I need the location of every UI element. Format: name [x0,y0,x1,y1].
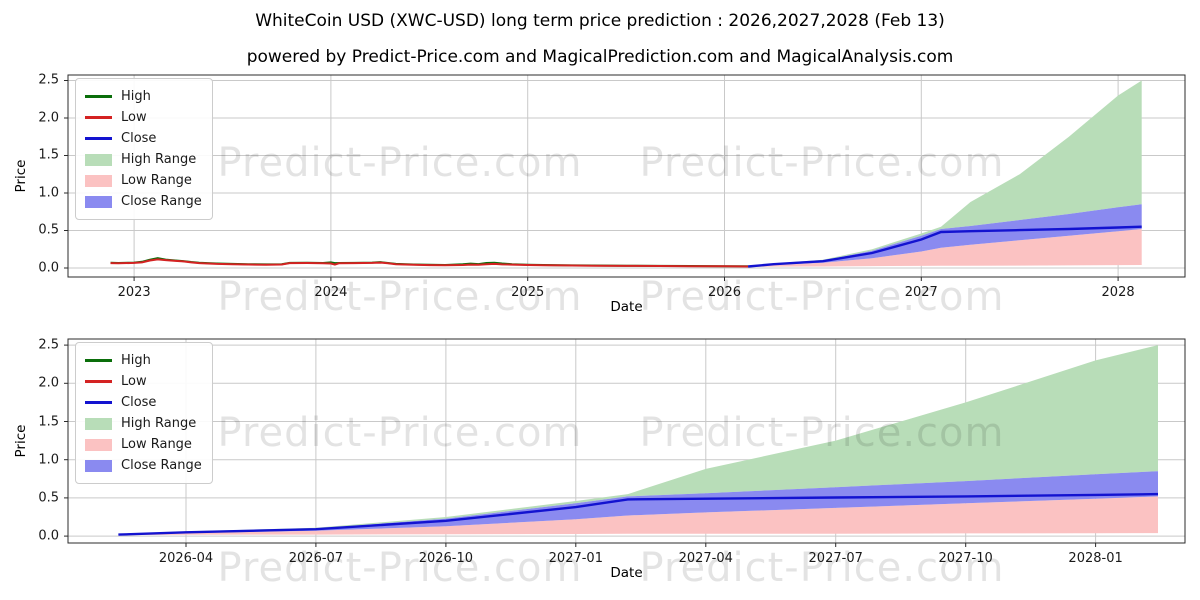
bottom-chart-xtick-label: 2026-10 [418,551,474,566]
bottom-chart-ytick-label: 0.5 [38,490,59,506]
top-chart-legend-item: Close [85,128,202,149]
top-chart-legend-item: High Range [85,149,202,170]
low-swatch-icon [85,116,112,119]
top-chart-ytick-label: 2.5 [38,72,59,88]
top-chart-legend-item: High [85,86,202,107]
bottom-chart-legend-item: High Range [85,413,202,434]
top-chart-low-line [110,258,749,268]
top-chart-high-range-area [748,80,1142,267]
top-chart-legend-item: Low [85,107,202,128]
low-swatch-icon [85,380,112,383]
top-chart-legend-label: Low Range [121,173,192,188]
top-chart-xtick-label: 2028 [1101,285,1135,300]
bottom-chart-legend-label: Close [121,395,157,410]
top-chart-xtick-label: 2026 [707,285,742,300]
bottom-chart-close-range-area [118,471,1158,535]
top-chart-legend-label: High [121,89,151,104]
close-swatch-icon [85,137,112,140]
bottom-chart-legend-item: Low [85,371,202,392]
high-swatch-icon [85,95,112,98]
bottom-chart-ytick-label: 0.0 [38,528,59,544]
high-range-swatch-icon [85,153,112,166]
bottom-chart-legend-item: High [85,350,202,371]
bottom-chart-legend: High Low Close High Range Low Range Close Ran… [75,342,213,484]
high-range-swatch-icon [85,417,112,430]
bottom-chart-xtick-label: 2027-10 [938,551,993,566]
top-chart-xaxis-label: Date [610,299,643,315]
top-chart-ytick-label: 1.0 [38,185,59,201]
bottom-chart-xtick-label: 2027-07 [808,551,863,566]
top-chart-legend-item: Low Range [85,170,202,191]
bottom-chart-xaxis-label: Date [610,565,643,581]
bottom-chart-legend-item: Close [85,392,202,413]
top-chart-close-line [747,225,1142,268]
top-chart-yaxis-label: Price [13,159,29,193]
low-range-swatch-icon [85,174,112,187]
top-chart-xtick-label: 2024 [314,285,348,300]
close-range-swatch-icon [85,195,112,208]
top-chart-ytick-label: 0.0 [38,260,59,276]
bottom-chart-xtick-label: 2026-04 [158,551,214,566]
bottom-chart-legend-item: Low Range [85,434,202,455]
top-chart-xtick-label: 2027 [904,285,938,300]
figure-subtitle: powered by Predict-Price.com and Magical… [246,47,954,67]
top-chart-legend-label: High Range [121,152,197,167]
bottom-chart-xtick-label: 2026-07 [288,551,344,566]
top-chart-low-range-area [748,229,1142,268]
close-range-swatch-icon [85,459,112,472]
top-chart-ytick-label: 2.0 [38,110,59,126]
bottom-chart-xtick-label: 2027-01 [548,551,603,566]
bottom-chart-legend-label: Low Range [121,437,192,452]
bottom-chart-legend-label: High Range [121,416,197,431]
bottom-chart-ytick-label: 2.0 [38,375,59,391]
top-chart-legend: High Low Close High Range Low Range Close Ran… [75,78,213,220]
low-range-swatch-icon [85,438,112,451]
bottom-chart-yaxis-label: Price [13,424,29,458]
bottom-chart-plot-border [67,338,1186,544]
top-chart-legend-label: Low [121,110,147,125]
top-chart-ytick-label: 0.5 [38,222,59,238]
bottom-chart-legend-label: High [121,353,151,368]
bottom-chart-xtick-label: 2027-04 [678,551,733,566]
bottom-chart-ytick-label: 1.0 [38,452,59,468]
bottom-chart-close-line [118,492,1159,536]
bottom-chart-legend-label: Close Range [121,458,202,473]
top-chart-plot-border [67,74,1186,278]
bottom-chart-high-range-area [118,345,1158,535]
bottom-chart-legend-item: Close Range [85,455,202,476]
bottom-chart-low-range-area [118,496,1158,536]
top-chart-ytick-label: 1.5 [38,147,59,163]
top-chart-legend-label: Close Range [121,194,202,209]
top-chart-close-range-area [748,204,1142,267]
bottom-chart-legend-label: Low [121,374,147,389]
bottom-chart-ytick-label: 2.5 [38,337,59,353]
high-swatch-icon [85,359,112,362]
close-swatch-icon [85,401,112,404]
bottom-chart-xtick-label: 2028-01 [1068,551,1123,566]
top-chart-xtick-label: 2023 [117,285,151,300]
top-chart-legend-item: Close Range [85,191,202,212]
top-chart-legend-label: Close [121,131,157,146]
top-chart-xtick-label: 2025 [511,285,545,300]
figure-title: WhiteCoin USD (XWC-USD) long term price … [255,11,945,31]
bottom-chart-ytick-label: 1.5 [38,414,59,430]
